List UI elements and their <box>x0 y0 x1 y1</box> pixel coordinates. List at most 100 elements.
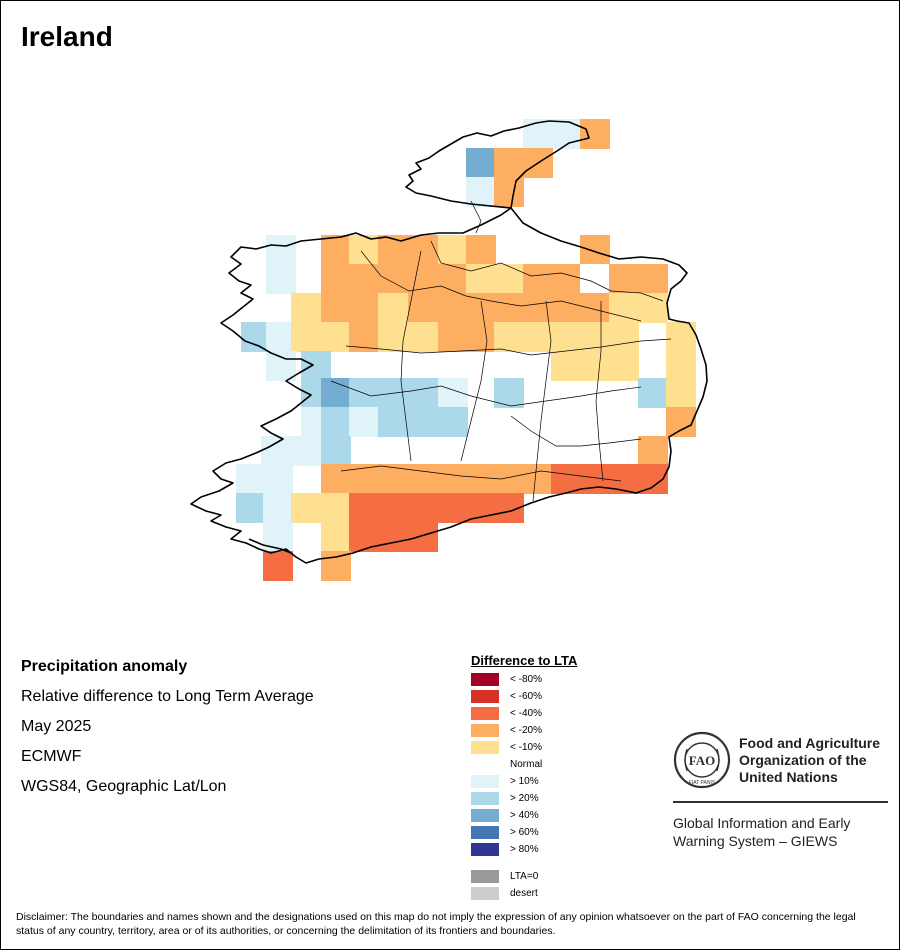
grid-cell <box>378 407 408 437</box>
legend-item: > 10% <box>471 774 539 788</box>
legend-item: < -40% <box>471 706 542 720</box>
grid-cell <box>261 436 291 466</box>
grid-cell <box>580 322 610 352</box>
info-line: ECMWF <box>21 748 82 765</box>
grid-cell <box>321 493 351 523</box>
legend-title: Difference to LTA <box>471 653 578 668</box>
legend-label: LTA=0 <box>510 870 539 882</box>
grid-cell <box>321 464 351 494</box>
grid-cell <box>408 293 438 323</box>
grid-cell <box>408 407 438 437</box>
grid-cell <box>321 293 351 323</box>
grid-cell <box>349 522 379 552</box>
grid-cell <box>466 148 496 178</box>
fao-name: Food and Agriculture Organization of the… <box>739 735 881 785</box>
legend-label: > 80% <box>510 843 539 855</box>
grid-cell <box>580 351 610 381</box>
grid-cell <box>551 322 581 352</box>
legend-swatch <box>471 740 499 754</box>
grid-cell <box>408 322 438 352</box>
disclaimer: Disclaimer: The boundaries and names sho… <box>16 911 856 937</box>
grid-cell <box>263 551 293 581</box>
grid-cell <box>438 464 468 494</box>
grid-cell <box>349 293 379 323</box>
grid-cell <box>466 235 496 265</box>
legend-swatch <box>471 842 499 856</box>
grid-cell <box>438 235 468 265</box>
grid-cell <box>466 264 496 294</box>
grid-cell <box>551 119 581 149</box>
grid-cell <box>349 407 379 437</box>
grid-cell <box>301 351 331 381</box>
grid-cell <box>321 264 351 294</box>
grid-cell <box>609 264 639 294</box>
grid-cell <box>494 177 524 207</box>
grid-cell <box>291 493 321 523</box>
grid-cell <box>580 264 610 294</box>
grid-cell <box>266 264 296 294</box>
map-title: Ireland <box>21 21 113 52</box>
legend-label: > 20% <box>510 792 539 804</box>
legend-item: < -80% <box>471 672 542 686</box>
ireland-coastline <box>190 120 708 564</box>
grid-cell <box>266 235 296 265</box>
grid-cell <box>438 407 468 437</box>
grid-cell <box>321 235 351 265</box>
legend-label: > 40% <box>510 809 539 821</box>
grid-cell <box>349 493 379 523</box>
grid-cell <box>408 378 438 408</box>
precipitation-map <box>190 119 708 581</box>
grid-cell <box>321 522 351 552</box>
fao-logo: FAO FIAT PANIS <box>673 731 731 789</box>
grid-cell <box>349 264 379 294</box>
grid-cell <box>551 293 581 323</box>
grid-cell <box>494 264 524 294</box>
grid-cell <box>638 293 668 323</box>
grid-cell <box>438 493 468 523</box>
grid-cell <box>438 264 468 294</box>
legend-label: > 10% <box>510 775 539 787</box>
legend-swatch <box>471 689 499 703</box>
legend-item: Normal <box>471 757 542 771</box>
grid-cell <box>466 493 496 523</box>
grid-cell <box>321 322 351 352</box>
grid-cell <box>408 264 438 294</box>
info-heading: Precipitation anomaly <box>21 658 188 675</box>
grid-cell <box>580 235 610 265</box>
grid-cell <box>236 493 266 523</box>
grid-cell <box>291 436 321 466</box>
grid-cell <box>236 464 266 494</box>
legend-item: > 40% <box>471 808 539 822</box>
legend-swatch <box>471 808 499 822</box>
grid-cell <box>408 493 438 523</box>
grid-cell <box>438 322 468 352</box>
grid-cell <box>438 293 468 323</box>
grid-cell <box>609 351 639 381</box>
grid-cell <box>638 436 668 466</box>
grid-cell <box>666 407 696 437</box>
legend-swatch <box>471 791 499 805</box>
grid-cell <box>438 148 468 178</box>
legend-swatch <box>471 706 499 720</box>
giews-name: Global Information and Early Warning Sys… <box>673 815 851 849</box>
legend-label: desert <box>510 887 538 899</box>
legend-label: > 60% <box>510 826 539 838</box>
grid-cell <box>466 177 496 207</box>
legend-swatch <box>471 757 499 771</box>
anomaly-grid <box>236 119 696 581</box>
legend-label: Normal <box>510 758 543 770</box>
legend-item: > 80% <box>471 842 539 856</box>
grid-cell <box>466 293 496 323</box>
grid-cell <box>263 464 293 494</box>
grid-cell <box>523 264 553 294</box>
legend-item: > 20% <box>471 791 539 805</box>
legend-item: < -60% <box>471 689 542 703</box>
grid-cell <box>349 235 379 265</box>
grid-cell <box>580 119 610 149</box>
grid-cell <box>638 378 668 408</box>
logo-divider <box>673 801 888 803</box>
grid-cell <box>321 551 351 581</box>
grid-cell <box>638 264 668 294</box>
info-line: May 2025 <box>21 718 92 735</box>
